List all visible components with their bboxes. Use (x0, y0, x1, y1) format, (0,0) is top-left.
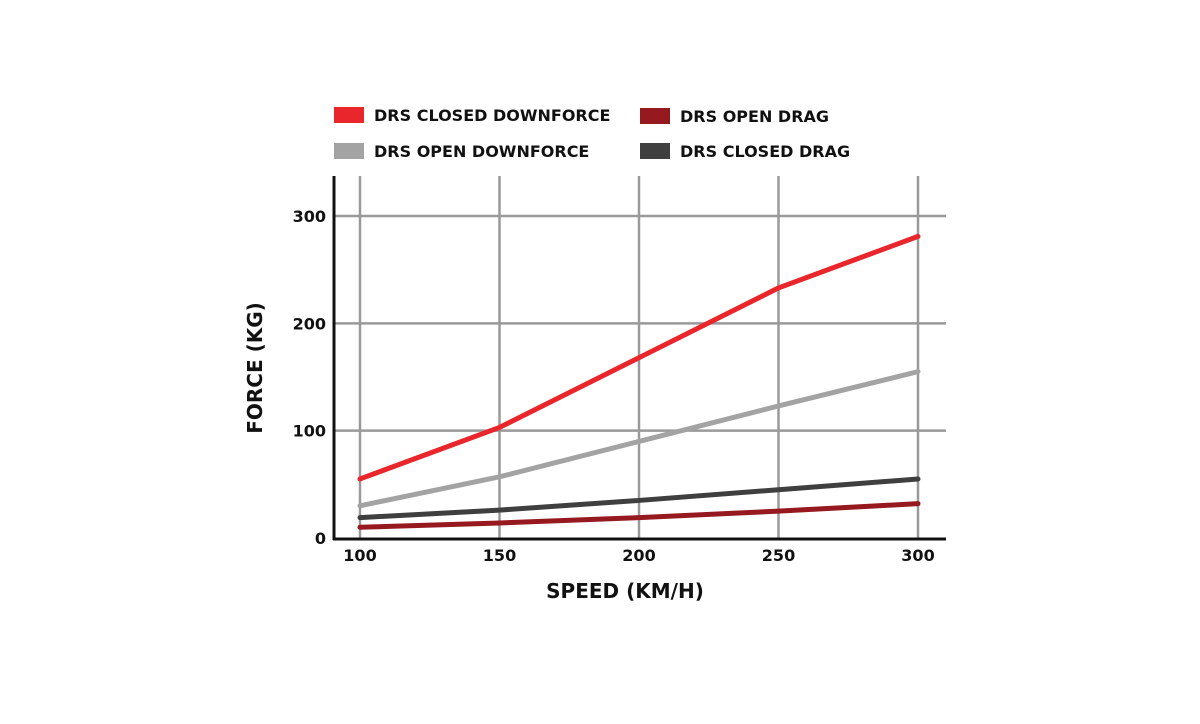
legend-label: DRS CLOSED DOWNFORCE (374, 106, 610, 125)
y-tick-label: 0 (315, 529, 326, 548)
series-line (357, 476, 921, 521)
legend: DRS CLOSED DOWNFORCE DRS OPEN DOWNFORCE DR… (334, 106, 850, 161)
legend-swatch (640, 143, 670, 159)
y-tick-label: 100 (293, 422, 326, 441)
tick-labels: 100 150 200 250 300 0 100 200 300 (293, 207, 935, 565)
legend-label: DRS CLOSED DRAG (680, 142, 850, 161)
series-line (357, 369, 921, 509)
legend-label: DRS OPEN DRAG (680, 107, 829, 126)
series-line (357, 233, 921, 482)
legend-label: DRS OPEN DOWNFORCE (374, 142, 589, 161)
x-tick-label: 200 (622, 546, 655, 565)
legend-swatch (334, 107, 364, 123)
y-tick-label: 300 (293, 207, 326, 226)
x-tick-label: 100 (343, 546, 376, 565)
x-tick-label: 150 (483, 546, 516, 565)
axes (332, 176, 946, 541)
y-tick-label: 200 (293, 314, 326, 333)
series-lines (357, 233, 921, 530)
series-line (357, 501, 921, 530)
x-axis-title: SPEED (KM/H) (546, 579, 704, 603)
legend-swatch (640, 108, 670, 124)
legend-swatch (334, 143, 364, 159)
y-axis-title: FORCE (KG) (243, 302, 267, 434)
x-tick-label: 300 (901, 546, 934, 565)
x-tick-label: 250 (762, 546, 795, 565)
